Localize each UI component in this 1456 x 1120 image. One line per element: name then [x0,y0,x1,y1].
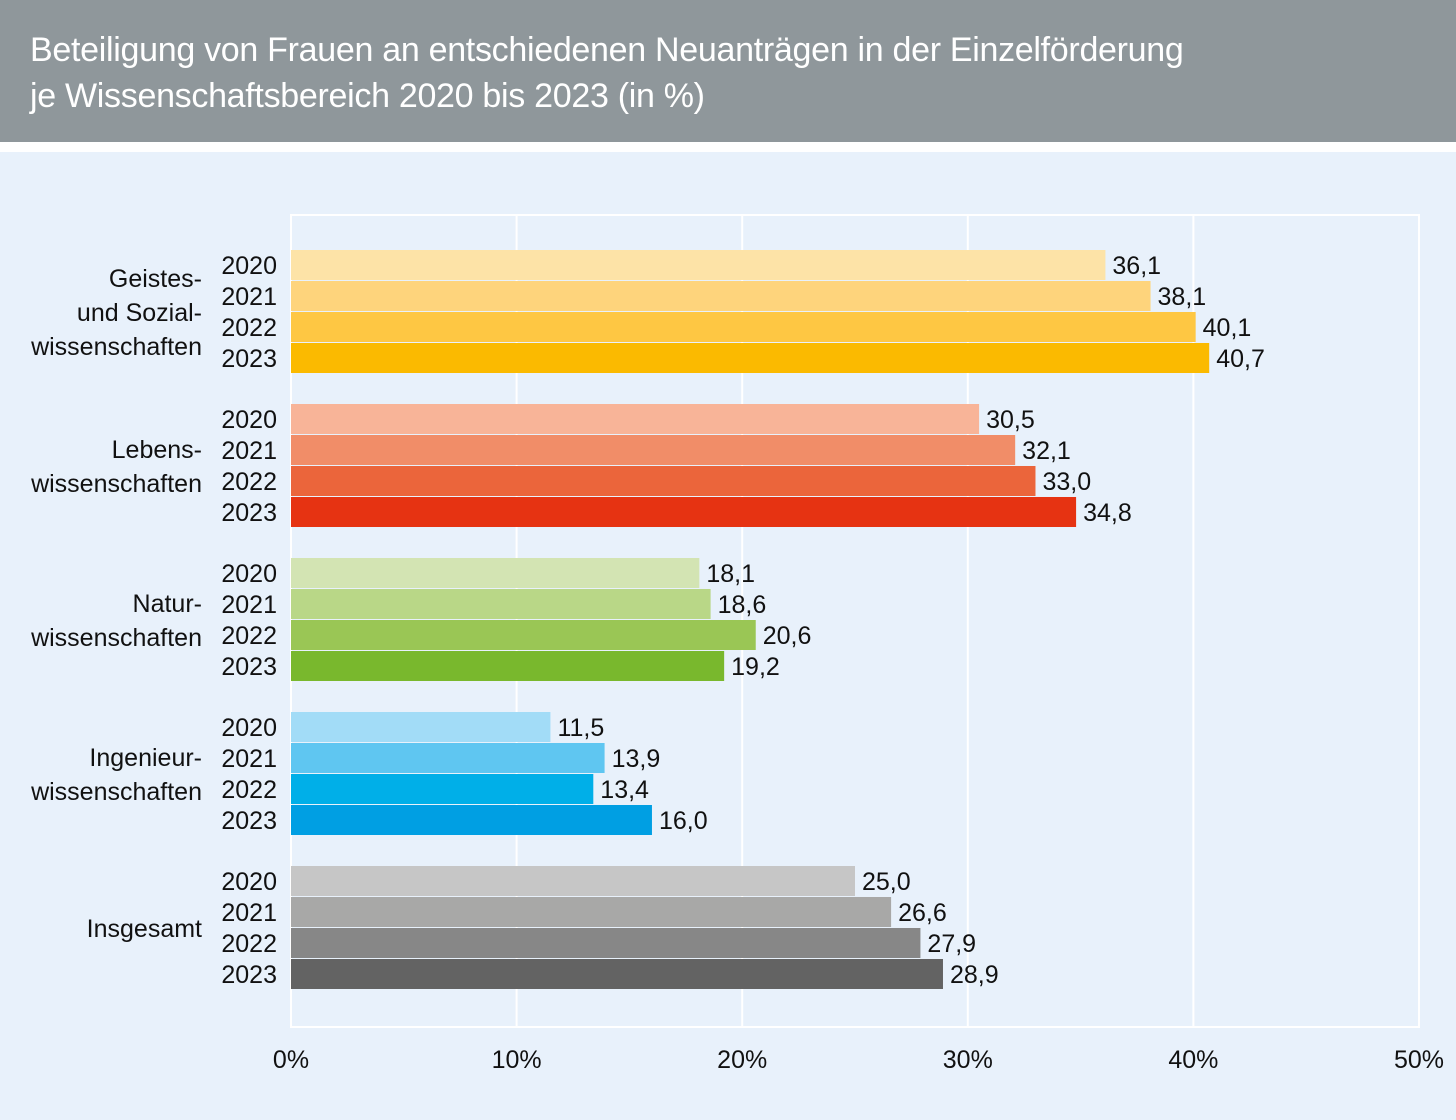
year-label: 2022 [221,622,277,650]
year-label: 2023 [221,653,277,681]
year-label: 2021 [221,591,277,619]
value-label: 28,9 [950,961,999,989]
year-label: 2020 [221,868,277,896]
x-tick-label: 50% [1394,1046,1444,1074]
title-banner [0,0,1456,142]
value-label: 13,9 [612,745,661,773]
category-label: Insgesamt [87,915,202,943]
bar [291,250,1106,280]
bar [291,589,711,619]
year-label: 2021 [221,283,277,311]
value-label: 26,6 [898,899,947,927]
value-label: 40,1 [1203,314,1252,342]
value-label: 32,1 [1022,437,1071,465]
value-label: 30,5 [986,406,1035,434]
bar [291,897,892,927]
bar [291,558,700,588]
year-label: 2021 [221,899,277,927]
bar [291,959,943,989]
title-divider [0,142,1456,152]
category-label: Natur- [133,590,202,618]
bar [291,435,1016,465]
x-tick-label: 40% [1168,1046,1218,1074]
bar [291,651,725,681]
value-label: 40,7 [1216,345,1265,373]
value-label: 27,9 [927,930,976,958]
value-label: 11,5 [557,714,604,742]
value-label: 18,6 [718,591,767,619]
x-tick-label: 10% [492,1046,542,1074]
year-label: 2020 [221,252,277,280]
bar [291,312,1196,342]
bar [291,712,551,742]
year-label: 2023 [221,807,277,835]
year-label: 2023 [221,499,277,527]
value-label: 18,1 [706,560,755,588]
year-label: 2022 [221,930,277,958]
bar [291,774,594,804]
bar [291,281,1151,311]
value-label: 25,0 [862,868,911,896]
chart-title-line-1: Beteiligung von Frauen an entschiedenen … [30,31,1184,69]
category-label: wissenschaften [30,333,202,361]
value-label: 19,2 [731,653,780,681]
category-label: wissenschaften [30,778,202,806]
value-label: 33,0 [1042,468,1091,496]
value-label: 16,0 [659,807,708,835]
x-tick-label: 20% [717,1046,767,1074]
year-label: 2022 [221,314,277,342]
year-label: 2020 [221,406,277,434]
category-label: und Sozial- [77,299,202,327]
bar [291,743,605,773]
year-label: 2022 [221,776,277,804]
year-label: 2023 [221,961,277,989]
year-label: 2023 [221,345,277,373]
year-label: 2021 [221,437,277,465]
chart-title-line-2: je Wissenschaftsbereich 2020 bis 2023 (i… [30,77,705,115]
value-label: 36,1 [1112,252,1161,280]
year-label: 2020 [221,560,277,588]
bar [291,805,652,835]
value-label: 38,1 [1158,283,1207,311]
category-label: wissenschaften [30,470,202,498]
year-label: 2020 [221,714,277,742]
category-label: Ingenieur- [89,744,202,772]
bar [291,404,980,434]
x-tick-label: 0% [273,1046,309,1074]
bar [291,928,921,958]
x-tick-label: 30% [943,1046,993,1074]
year-label: 2022 [221,468,277,496]
bar [291,343,1210,373]
category-label: Lebens- [112,436,202,464]
bar [291,466,1036,496]
year-label: 2021 [221,745,277,773]
category-label: wissenschaften [30,624,202,652]
category-label: Geistes- [109,265,202,293]
bar [291,620,756,650]
value-label: 13,4 [600,776,649,804]
bar [291,866,855,896]
bar [291,497,1077,527]
value-label: 34,8 [1083,499,1132,527]
value-label: 20,6 [763,622,812,650]
